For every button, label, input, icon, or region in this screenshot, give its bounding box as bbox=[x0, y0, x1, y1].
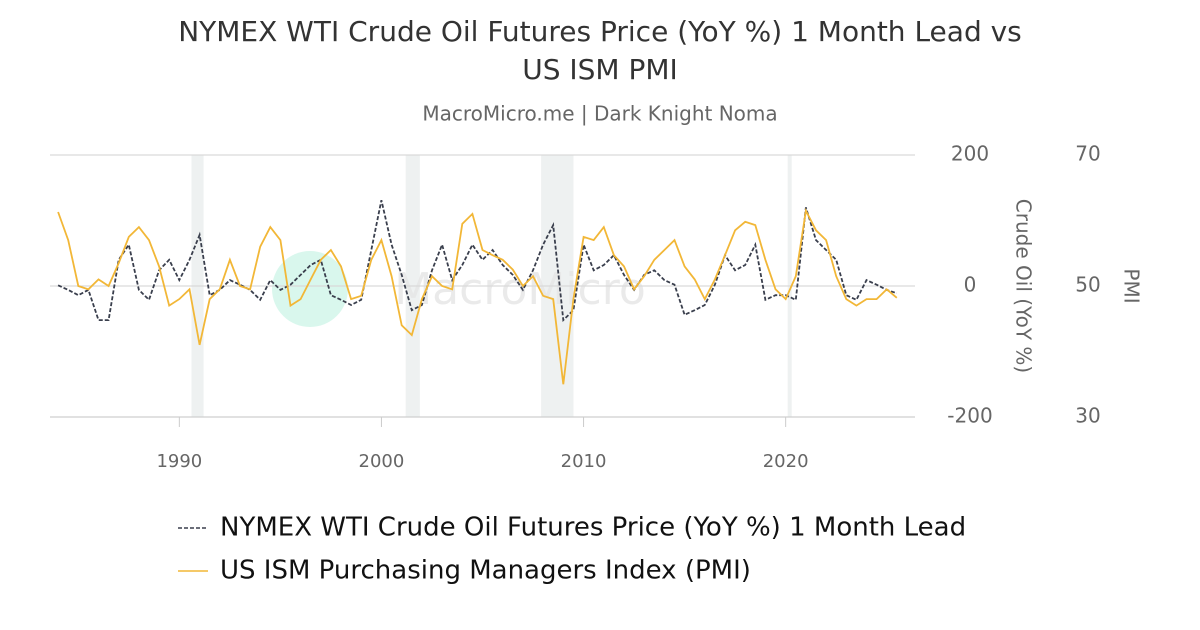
x-tick-label: 2000 bbox=[359, 451, 405, 472]
y-axis-title: Crude Oil (YoY %) bbox=[1012, 199, 1036, 373]
x-tick-label: 2020 bbox=[763, 451, 809, 472]
y-tick-label: 200 bbox=[951, 142, 989, 166]
y2-tick-label: 30 bbox=[1075, 404, 1100, 428]
series-line bbox=[57, 199, 898, 323]
x-tick-label: 2010 bbox=[561, 451, 607, 472]
chart-title: US ISM PMI bbox=[522, 53, 678, 86]
y-tick-label: -200 bbox=[947, 404, 992, 428]
series-line bbox=[57, 207, 898, 385]
legend-label: US ISM Purchasing Managers Index (PMI) bbox=[220, 556, 751, 586]
x-tick-label: 1990 bbox=[156, 451, 202, 472]
chart-subtitle: MacroMicro.me | Dark Knight Noma bbox=[422, 102, 777, 126]
watermark-logo bbox=[272, 251, 348, 327]
y2-axis-title: PMI bbox=[1120, 268, 1144, 303]
legend-label: NYMEX WTI Crude Oil Futures Price (YoY %… bbox=[220, 513, 966, 543]
y2-tick-label: 70 bbox=[1075, 142, 1100, 166]
y2-tick-label: 50 bbox=[1075, 273, 1100, 297]
watermark: MacroMicro bbox=[394, 264, 646, 315]
chart-title: NYMEX WTI Crude Oil Futures Price (YoY %… bbox=[178, 15, 1022, 48]
y-tick-label: 0 bbox=[964, 273, 977, 297]
